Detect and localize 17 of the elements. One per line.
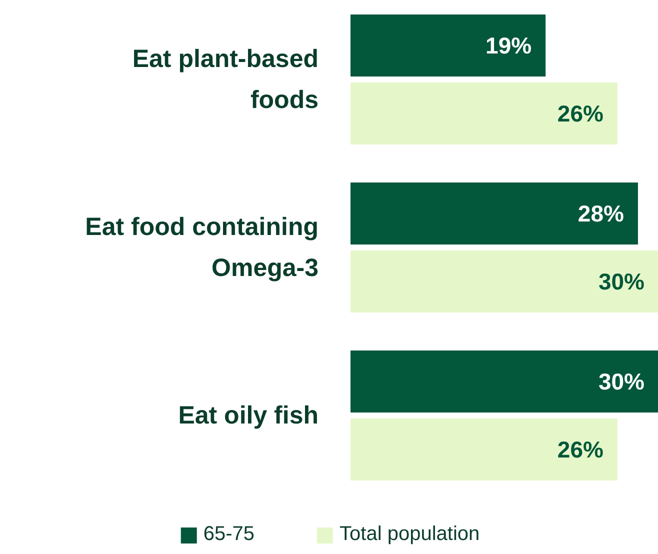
bar xyxy=(350,14,546,76)
data-label: 19% xyxy=(486,32,532,58)
legend-label: Total population xyxy=(340,523,480,546)
bar xyxy=(350,182,638,244)
y-tick-label: Eat food containing Omega-3 xyxy=(85,213,319,282)
y-tick-label: Eat plant-based foods xyxy=(132,45,319,114)
data-label: 26% xyxy=(557,436,604,462)
bar xyxy=(350,82,618,144)
bar xyxy=(350,250,658,312)
bar xyxy=(350,350,658,412)
data-label: 30% xyxy=(598,268,645,294)
data-label: 26% xyxy=(557,100,604,126)
y-tick-label: Eat oily fish xyxy=(178,402,319,430)
bar xyxy=(350,418,618,480)
legend-label: 65-75 xyxy=(203,523,255,546)
data-label: 28% xyxy=(578,200,624,226)
data-label: 30% xyxy=(598,368,645,394)
